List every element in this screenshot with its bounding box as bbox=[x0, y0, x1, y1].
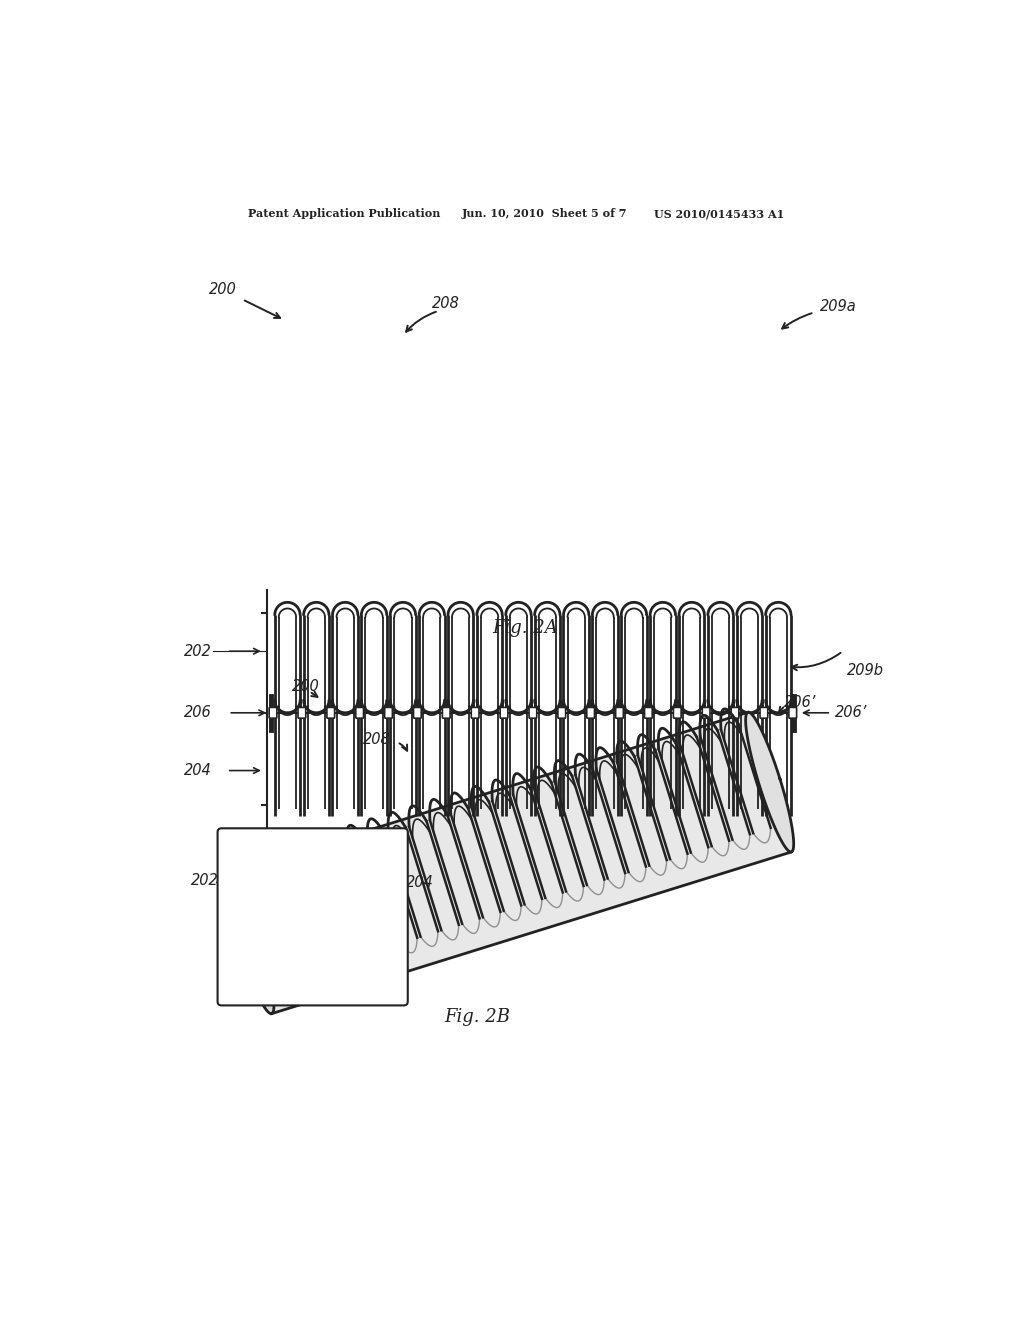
FancyBboxPatch shape bbox=[529, 708, 537, 718]
Text: US 2010/0145433 A1: US 2010/0145433 A1 bbox=[654, 209, 784, 219]
Text: 208: 208 bbox=[364, 733, 391, 747]
FancyBboxPatch shape bbox=[674, 708, 681, 718]
FancyBboxPatch shape bbox=[644, 708, 652, 718]
Text: 204: 204 bbox=[407, 875, 434, 890]
Text: Fig. 2B: Fig. 2B bbox=[444, 1008, 510, 1026]
FancyBboxPatch shape bbox=[760, 708, 768, 718]
FancyBboxPatch shape bbox=[385, 708, 392, 718]
FancyBboxPatch shape bbox=[355, 708, 364, 718]
Text: Fig. 2A: Fig. 2A bbox=[492, 619, 558, 638]
Text: 202: 202 bbox=[191, 873, 219, 888]
FancyBboxPatch shape bbox=[471, 708, 479, 718]
Text: Jun. 10, 2010  Sheet 5 of 7: Jun. 10, 2010 Sheet 5 of 7 bbox=[462, 209, 627, 219]
FancyBboxPatch shape bbox=[558, 708, 565, 718]
Text: Patent Application Publication: Patent Application Publication bbox=[248, 209, 440, 219]
Text: 206: 206 bbox=[292, 968, 321, 982]
FancyBboxPatch shape bbox=[217, 829, 408, 1006]
FancyBboxPatch shape bbox=[269, 708, 276, 718]
Text: 202: 202 bbox=[183, 644, 211, 659]
Text: 206’: 206’ bbox=[836, 705, 867, 721]
Text: 209b: 209b bbox=[847, 663, 884, 678]
Text: 204: 204 bbox=[183, 763, 211, 777]
Text: 208: 208 bbox=[432, 296, 460, 310]
Text: 200: 200 bbox=[292, 678, 321, 694]
Text: 206’: 206’ bbox=[783, 694, 816, 710]
FancyBboxPatch shape bbox=[702, 708, 710, 718]
Text: 200: 200 bbox=[209, 281, 237, 297]
FancyBboxPatch shape bbox=[500, 708, 508, 718]
FancyBboxPatch shape bbox=[327, 708, 335, 718]
Polygon shape bbox=[745, 713, 794, 851]
FancyBboxPatch shape bbox=[414, 708, 421, 718]
FancyBboxPatch shape bbox=[298, 708, 306, 718]
Text: 209a: 209a bbox=[819, 298, 856, 314]
Polygon shape bbox=[226, 874, 274, 1014]
FancyBboxPatch shape bbox=[788, 708, 797, 718]
FancyBboxPatch shape bbox=[731, 708, 739, 718]
FancyBboxPatch shape bbox=[442, 708, 451, 718]
FancyBboxPatch shape bbox=[587, 708, 595, 718]
Polygon shape bbox=[228, 713, 792, 1014]
FancyBboxPatch shape bbox=[615, 708, 624, 718]
Text: 206: 206 bbox=[183, 705, 211, 721]
